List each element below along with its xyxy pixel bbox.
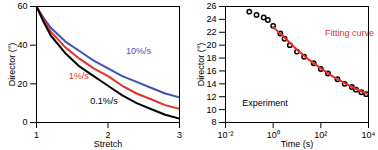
- svg-text:10⁻²: 10⁻²: [217, 130, 233, 140]
- svg-text:18: 18: [206, 53, 216, 63]
- svg-text:Director (°): Director (°): [7, 43, 17, 87]
- svg-text:0.1%/s: 0.1%/s: [90, 96, 118, 106]
- svg-text:1%/s: 1%/s: [69, 71, 90, 81]
- svg-text:26: 26: [206, 1, 216, 11]
- svg-text:Director (°): Director (°): [196, 43, 206, 87]
- svg-text:2: 2: [105, 129, 111, 140]
- svg-text:10²: 10²: [314, 130, 327, 140]
- svg-text:Experiment: Experiment: [242, 98, 288, 108]
- svg-text:60: 60: [17, 1, 27, 11]
- svg-text:10⁰: 10⁰: [267, 130, 280, 140]
- svg-text:24: 24: [206, 14, 216, 24]
- svg-text:3: 3: [177, 130, 182, 140]
- svg-text:16: 16: [206, 66, 216, 76]
- svg-text:8: 8: [211, 117, 216, 127]
- svg-text:Stretch: Stretch: [94, 139, 123, 149]
- svg-text:Fitting curve: Fitting curve: [325, 28, 374, 38]
- svg-text:10%/s: 10%/s: [126, 46, 152, 56]
- svg-text:20: 20: [17, 79, 27, 89]
- svg-text:14: 14: [206, 79, 216, 89]
- svg-text:40: 40: [17, 40, 27, 50]
- svg-text:10: 10: [206, 104, 216, 114]
- svg-text:22: 22: [206, 27, 216, 37]
- svg-text:1: 1: [34, 130, 39, 140]
- svg-text:20: 20: [206, 40, 216, 50]
- svg-text:10⁴: 10⁴: [362, 130, 376, 140]
- svg-text:0: 0: [22, 117, 27, 127]
- svg-text:Time (s): Time (s): [281, 139, 314, 149]
- svg-text:12: 12: [206, 92, 216, 102]
